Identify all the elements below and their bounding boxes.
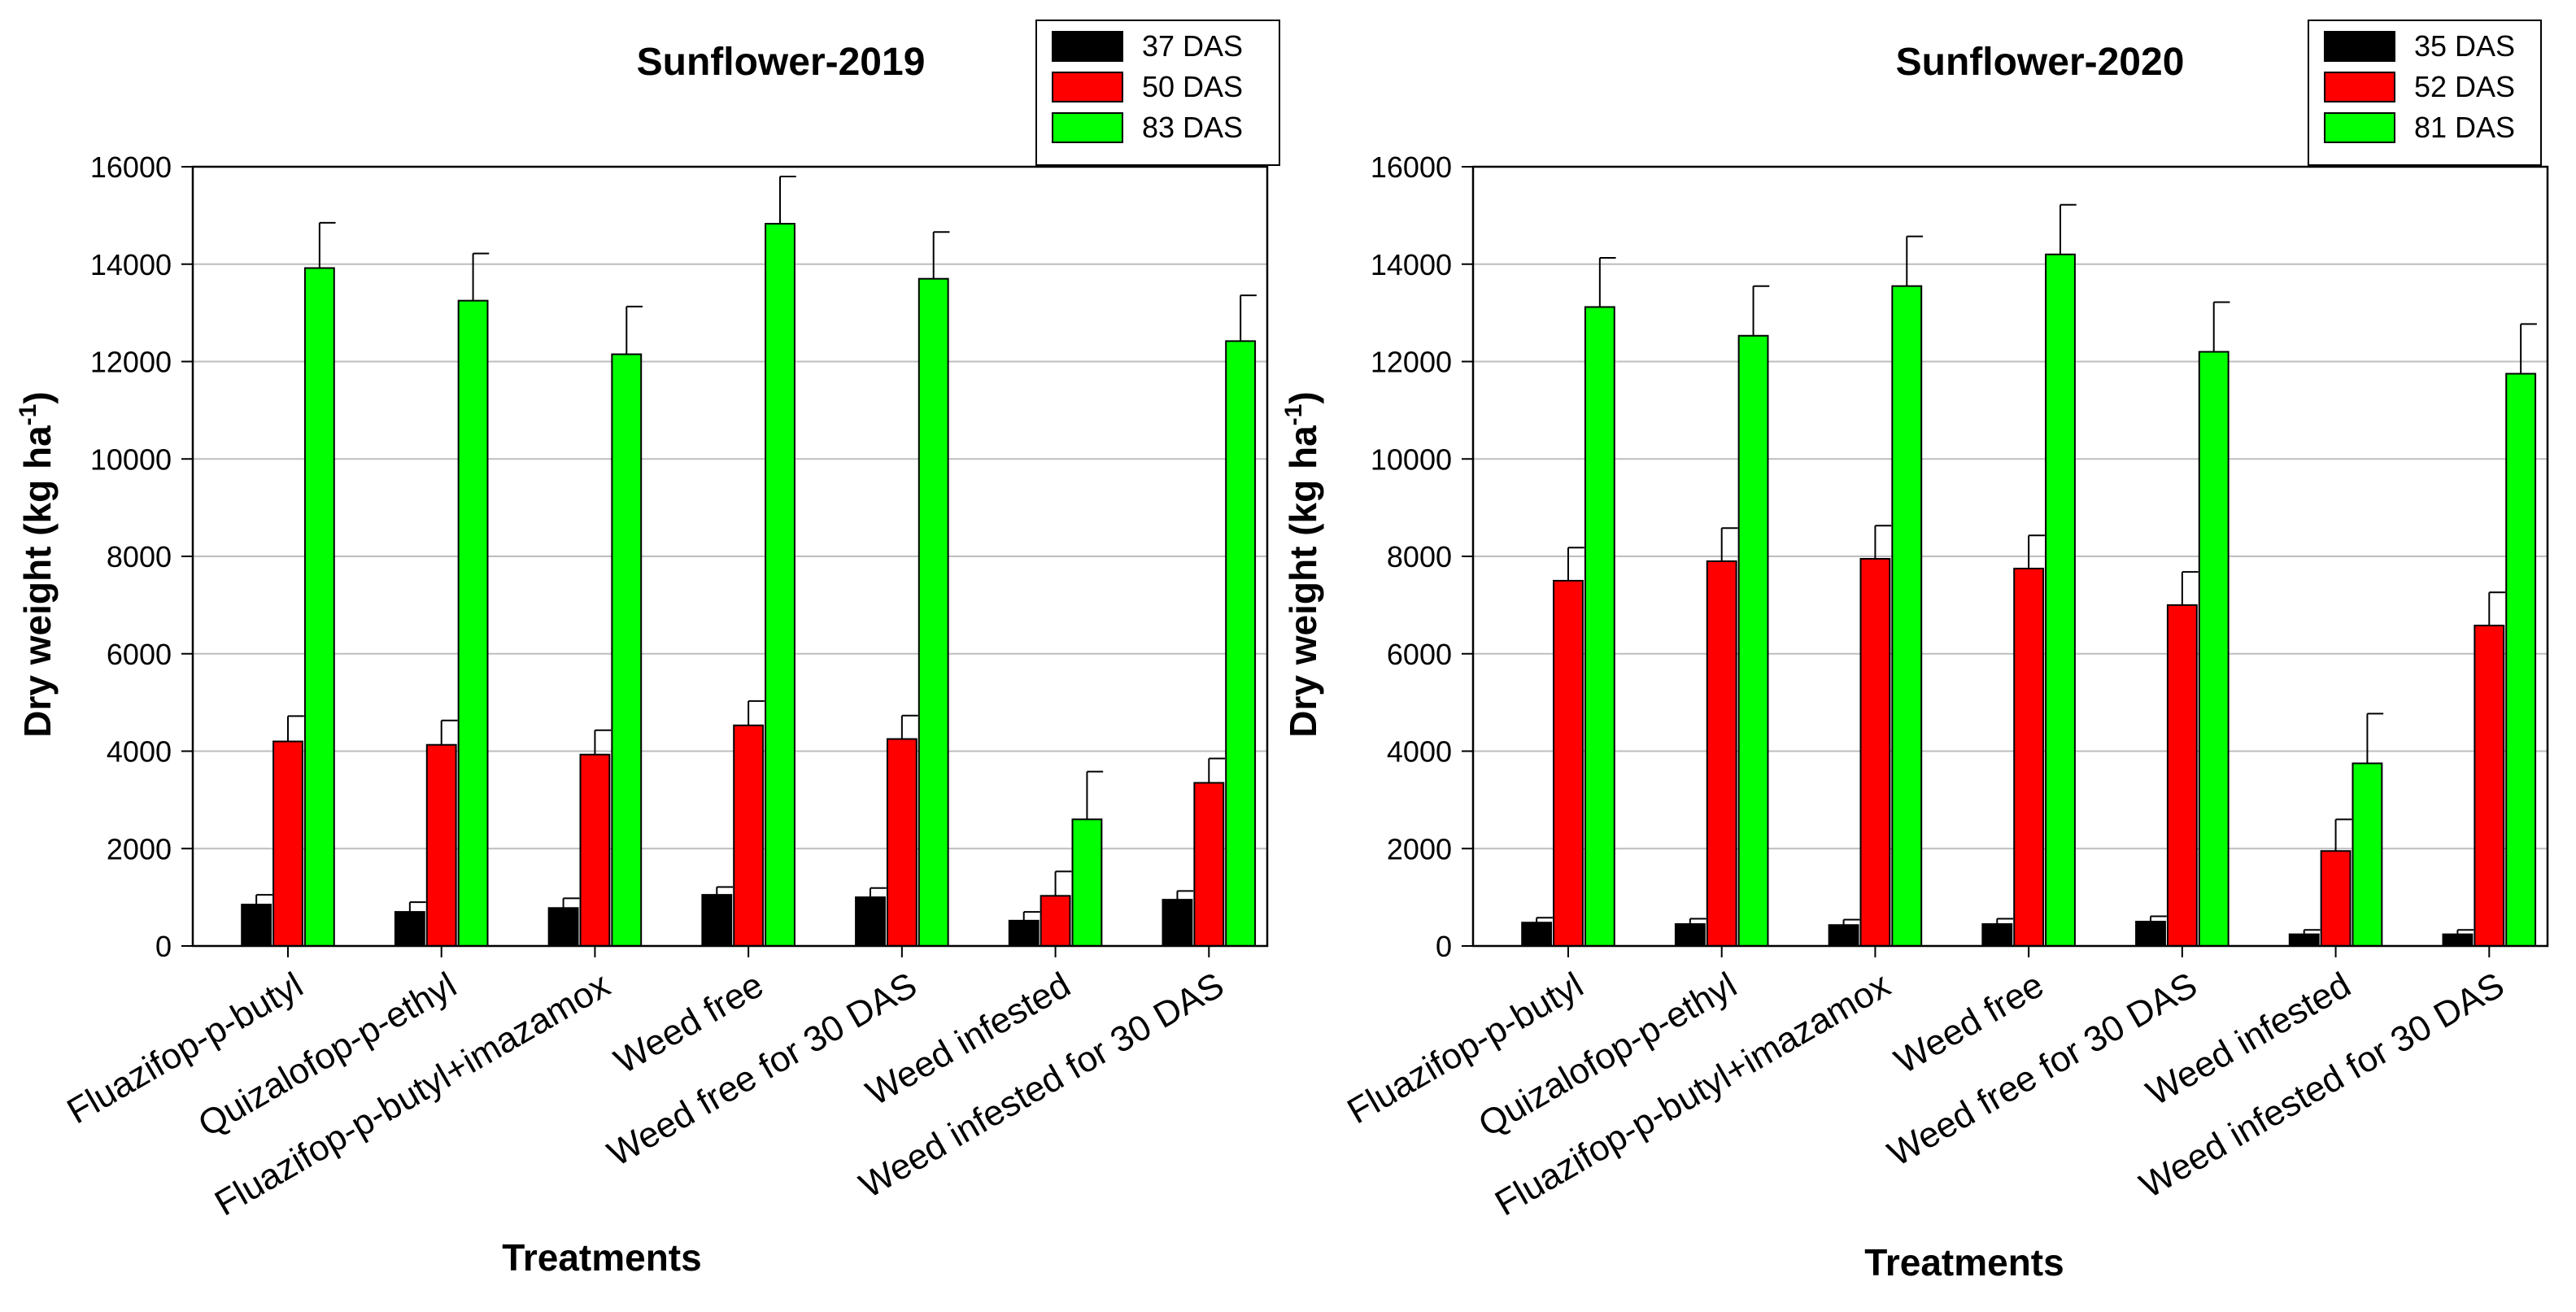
bar-37-das <box>701 894 733 947</box>
legend-swatch <box>2324 31 2395 62</box>
legend-label: 50 DAS <box>1142 70 1243 103</box>
bar-35-das <box>2288 933 2320 948</box>
y-tick-label: 2000 <box>107 832 172 865</box>
bar-50-das <box>1193 782 1225 948</box>
y-axis-label-close: ) <box>16 391 59 403</box>
y-axis-label-close: ) <box>1282 391 1324 403</box>
bar-81-das <box>2352 762 2383 947</box>
legend-swatch <box>1052 112 1123 143</box>
legend-swatch <box>2324 112 2395 143</box>
plot-frame <box>1471 165 2549 948</box>
x-axis-label: Treatments <box>1864 1241 2064 1284</box>
y-tick-label: 16000 <box>90 150 172 184</box>
bar-83-das <box>611 353 643 947</box>
y-axis-label-sup: -1 <box>15 404 41 426</box>
bar-50-das <box>1040 895 1071 947</box>
y-tick-label: 6000 <box>107 638 172 671</box>
bar-83-das <box>765 223 795 947</box>
bar-35-das <box>2135 921 2166 947</box>
y-tick-label: 8000 <box>1387 540 1452 573</box>
y-tick-label: 0 <box>1436 930 1452 963</box>
legend-swatch <box>1052 31 1123 62</box>
bar-81-das <box>1584 306 1615 947</box>
y-tick-label: 12000 <box>90 346 172 379</box>
legend-label: 37 DAS <box>1142 29 1243 63</box>
legend: 37 DAS 50 DAS 83 DAS <box>1035 20 1280 166</box>
y-tick-label: 16000 <box>1371 150 1452 184</box>
bar-37-das <box>394 911 425 948</box>
chart-2: Sunflower-2020 0 2000 4000 6000 8000 10000 1200… <box>1280 20 2549 1284</box>
legend-swatch <box>2324 72 2395 102</box>
bar-52-das <box>2166 604 2198 947</box>
bar-83-das <box>457 299 489 947</box>
legend: 35 DAS 52 DAS 81 DAS <box>2308 20 2542 166</box>
bar-81-das <box>1737 334 1769 947</box>
legend-label: 83 DAS <box>1142 111 1243 144</box>
plot-frame <box>191 165 1269 948</box>
y-tick-label: 6000 <box>1387 638 1452 671</box>
x-axis-label: Treatments <box>502 1236 701 1279</box>
y-tick-label: 12000 <box>1371 346 1452 379</box>
y-tick-label: 4000 <box>1387 735 1452 769</box>
legend-swatch <box>1052 72 1123 102</box>
legend-label: 35 DAS <box>2414 29 2515 63</box>
y-tick-label: 14000 <box>1371 248 1452 281</box>
bar-83-das <box>303 267 335 948</box>
y-axis-label-main: Dry weight (kg ha <box>1282 425 1324 738</box>
x-category-label: Quizalofop-p-ethyl <box>192 965 464 1144</box>
bar-50-das <box>579 753 611 947</box>
y-axis-label-sup: -1 <box>1280 404 1307 426</box>
chart-title: Sunflower-2020 <box>1896 41 2185 84</box>
y-axis-label: Dry weight (kg ha-1) <box>15 391 59 737</box>
bar-37-das <box>1008 919 1040 947</box>
y-tick-label: 10000 <box>90 442 172 476</box>
chart-1: Sunflower-2019 0 2000 4000 6000 8000 10000 1200… <box>15 20 1280 1279</box>
bar-52-das <box>1859 557 1891 948</box>
y-tick-label: 4000 <box>107 735 172 769</box>
y-axis-label-main: Dry weight (kg ha <box>16 425 59 738</box>
bar-35-das <box>1674 923 1706 948</box>
bar-37-das <box>855 896 886 947</box>
y-tick-label: 2000 <box>1387 832 1452 865</box>
bar-50-das <box>272 740 303 948</box>
x-category-label: Quizalofop-p-ethyl <box>1472 965 1744 1144</box>
y-axis-label: Dry weight (kg ha-1) <box>1280 391 1324 737</box>
y-tick-label: 0 <box>155 930 172 963</box>
legend-label: 52 DAS <box>2414 70 2515 103</box>
bar-81-das <box>1891 285 1923 948</box>
bar-52-das <box>2320 850 2352 948</box>
bar-35-das <box>2442 933 2474 948</box>
bar-83-das <box>1071 818 1103 948</box>
y-tick-label: 10000 <box>1371 442 1452 476</box>
y-tick-label: 14000 <box>90 248 172 281</box>
bar-35-das <box>1521 922 1553 948</box>
bar-83-das <box>1225 340 1257 948</box>
bar-37-das <box>547 907 579 947</box>
bar-37-das <box>241 904 272 947</box>
bar-52-das <box>1706 560 1737 947</box>
bar-50-das <box>733 724 765 947</box>
bar-52-das <box>2013 567 2045 947</box>
bar-81-das <box>2198 351 2229 947</box>
chart-title: Sunflower-2019 <box>637 41 926 84</box>
bar-81-das <box>2505 373 2537 947</box>
bar-35-das <box>1828 924 1859 948</box>
bar-52-das <box>2474 625 2505 948</box>
y-tick-label: 8000 <box>107 540 172 573</box>
legend-label: 81 DAS <box>2414 111 2515 144</box>
bar-83-das <box>918 277 949 947</box>
bar-52-das <box>1553 579 1584 947</box>
bar-37-das <box>1162 899 1193 948</box>
bar-35-das <box>1981 923 2013 948</box>
bar-81-das <box>2045 253 2076 947</box>
bar-50-das <box>886 738 918 947</box>
bar-50-das <box>425 743 457 947</box>
